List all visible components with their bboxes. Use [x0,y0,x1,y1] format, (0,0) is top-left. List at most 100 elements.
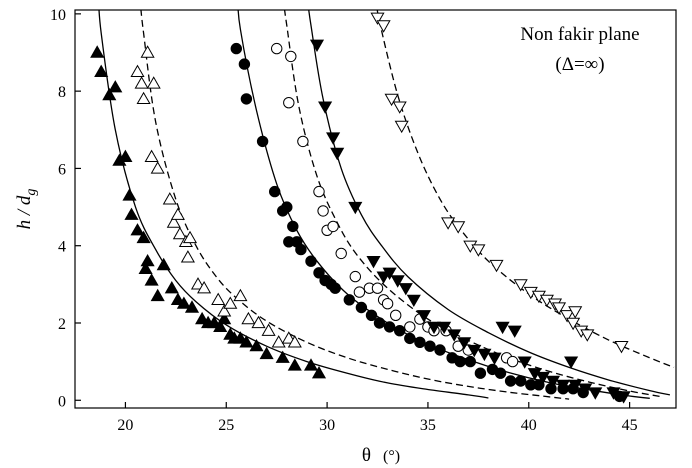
data-point-filled-triangle-down [437,321,452,335]
data-point-filled-triangle-up [176,296,191,309]
data-point-filled-triangle-down [487,352,502,366]
data-point-open-circle [327,220,339,233]
data-point-filled-triangle-up [122,188,137,201]
data-point-filled-circle [295,243,307,256]
y-tick-label: 4 [58,239,66,256]
data-point-open-triangle-down [551,302,567,315]
data-point-open-triangle-up [146,76,161,89]
data-point-filled-circle [434,344,446,356]
data-point-filled-triangle-up [249,338,264,352]
data-point-filled-circle [464,355,476,368]
data-point-filled-triangle-up [118,149,133,162]
data-point-filled-triangle-up [102,87,117,101]
data-point-open-circle [390,309,402,321]
data-point-filled-triangle-down [564,356,579,369]
data-point-filled-triangle-up [239,335,254,348]
data-point-open-circle [371,282,384,294]
data-point-filled-triangle-down [447,329,462,342]
x-tick-label: 45 [622,417,638,434]
data-point-open-triangle-down [513,279,528,292]
data-point-filled-triangle-up [136,230,151,244]
data-point-filled-circle [474,367,487,379]
data-point-open-circle [283,97,295,109]
data-point-open-triangle-down [392,101,407,114]
data-point-filled-triangle-down [426,321,442,335]
x-tick-label: 20 [117,417,133,434]
data-point-open-triangle-up [150,161,165,174]
data-point-open-triangle-up [233,288,248,302]
data-point-open-triangle-up [251,315,266,329]
data-point-filled-triangle-up [130,223,145,236]
y-axis-label: h / dg [14,189,39,230]
data-point-open-triangle-up [182,230,198,244]
x-tick-label: 25 [218,417,234,434]
data-point-open-triangle-up [180,250,195,263]
data-point-filled-triangle-down [495,321,510,335]
x-tick-label: 35 [420,417,436,434]
y-tick-label: 8 [58,84,66,101]
annotation-line-1: Non fakir plane [520,24,639,45]
data-point-open-triangle-down [568,306,583,319]
data-point-filled-triangle-up [164,280,179,294]
x-tick-label: 30 [319,417,335,434]
solid-fit-curve [308,10,671,396]
data-point-filled-triangle-up [184,300,200,313]
data-point-open-circle [349,270,361,283]
data-point-open-circle [285,50,297,63]
data-point-filled-triangle-down [556,379,571,393]
y-tick-label: 6 [58,161,66,178]
y-tick-label: 10 [50,7,66,24]
y-tick-label: 0 [58,393,66,410]
data-point-open-triangle-down [376,20,391,33]
data-point-open-triangle-down [394,120,409,134]
data-point-filled-triangle-down [467,344,482,358]
data-point-filled-triangle-up [94,64,109,77]
data-point-open-triangle-down [451,221,466,234]
data-point-open-circle [506,355,519,368]
dashed-fit-curve [140,10,570,400]
data-point-open-triangle-down [580,329,595,342]
data-point-filled-triangle-down [578,383,593,396]
plot-frame [74,9,677,409]
x-axis-ticks: 20 25 30 35 40 45 [117,402,638,434]
data-point-filled-circle [329,282,341,294]
data-point-filled-circle [414,336,426,348]
data-point-filled-circle [343,294,355,306]
data-point-filled-triangle-down [517,356,532,369]
data-point-filled-circle [515,375,527,387]
data-point-open-triangle-down [471,244,486,257]
data-point-filled-triangle-down [326,132,341,145]
data-point-open-triangle-up [287,335,302,348]
data-point-filled-circle [494,367,507,379]
data-point-filled-triangle-down [416,310,431,323]
data-point-filled-triangle-down [568,379,583,393]
data-point-open-circle [404,321,416,333]
data-point-filled-circle [230,42,243,55]
data-point-filled-triangle-down [330,147,345,161]
data-point-open-triangle-up [197,280,212,294]
data-point-filled-triangle-up [150,288,165,302]
data-point-filled-circle [504,375,517,387]
y-tick-label: 2 [58,316,66,333]
data-point-filled-circle [256,135,269,148]
data-point-filled-triangle-up [138,261,153,274]
data-point-filled-circle [383,321,396,333]
data-point-filled-circle [238,58,251,70]
data-point-filled-triangle-up [275,350,290,363]
data-point-open-triangle-up [217,304,232,317]
data-point-filled-triangle-up [217,311,232,325]
data-point-open-triangle-down [370,12,385,25]
data-point-open-triangle-down [489,259,504,273]
data-points [90,12,631,404]
data-point-filled-circle [269,185,281,198]
annotation-line-2: (Δ=∞) [555,54,604,75]
data-point-open-triangle-up [271,335,286,348]
data-point-filled-triangle-up [311,365,327,379]
data-point-open-triangle-down [560,310,575,323]
data-point-open-circle [353,286,366,298]
y-axis-ticks: 0 2 4 6 8 10 [50,7,81,410]
data-point-filled-triangle-up [259,346,274,360]
data-point-open-triangle-up [170,207,185,220]
data-point-filled-triangle-down [348,201,363,215]
